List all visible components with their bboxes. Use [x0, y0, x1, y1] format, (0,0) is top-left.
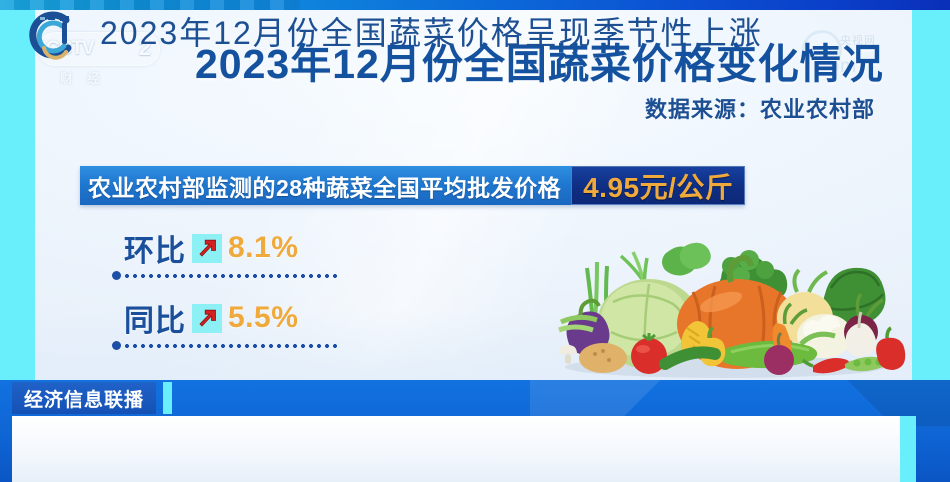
news-ticker	[12, 416, 900, 482]
cctv2-circle-logo-icon	[22, 4, 84, 64]
stat-label-yoy: 同比	[124, 305, 186, 338]
right-cyan-rail	[912, 10, 950, 380]
stat-dotted-line	[123, 343, 337, 348]
price-banner: 农业农村部监测的28种蔬菜全国平均批发价格 4.95元/公斤	[80, 166, 746, 205]
program-tag-accent	[163, 382, 172, 414]
price-banner-value: 4.95元/公斤	[571, 166, 746, 205]
left-cyan-rail	[0, 10, 35, 380]
stat-dotted-line	[123, 273, 337, 278]
stat-underline-yoy	[112, 341, 337, 350]
data-source-label: 数据来源：农业农村部	[644, 97, 875, 122]
top-gradient-strip	[0, 0, 950, 10]
stat-value-mom: 8.1%	[228, 231, 299, 264]
stat-row-yoy-content: 同比 5.5%	[112, 298, 337, 338]
top-strip-blocks	[0, 0, 300, 10]
ticker-headline: 2023年12月份全国蔬菜价格呈现季节性上涨	[100, 15, 763, 51]
cctv-logo-subtitle: 财经	[60, 71, 115, 86]
up-arrow-icon	[192, 303, 222, 333]
cctv-logo-number: 2	[138, 35, 151, 60]
stat-row-mom-content: 环比 8.1%	[112, 228, 337, 268]
stat-label-mom: 环比	[124, 235, 186, 268]
ticker-accent-bar	[900, 416, 916, 482]
vegetables-illustration	[525, 232, 925, 380]
stat-bullet-dot	[112, 341, 121, 350]
stat-bullet-dot	[112, 271, 121, 280]
page-title: 2023年12月份全国蔬菜价格变化情况	[195, 41, 884, 87]
stat-row-yoy: 同比 5.5%	[112, 298, 337, 352]
stat-row-mom: 环比 8.1%	[112, 228, 337, 282]
up-arrow-icon	[192, 233, 222, 263]
program-name-tag: 经济信息联播	[12, 382, 157, 414]
price-banner-label: 农业农村部监测的28种蔬菜全国平均批发价格	[80, 166, 572, 205]
stat-underline-mom	[112, 271, 337, 280]
stat-value-yoy: 5.5%	[228, 301, 299, 334]
